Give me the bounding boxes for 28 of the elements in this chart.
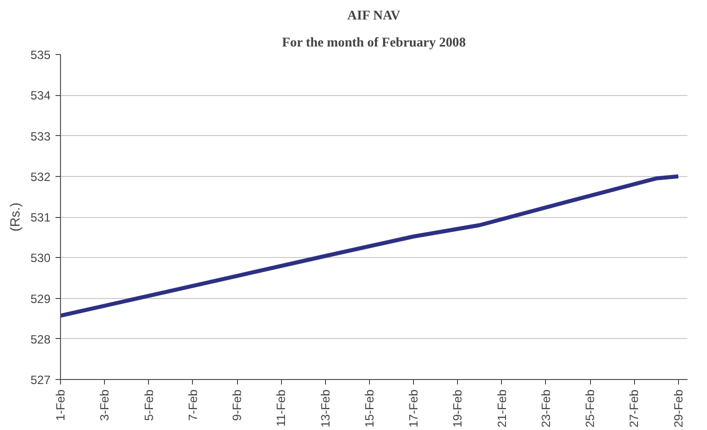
x-tick-label: 29-Feb [671,389,686,428]
y-axis-title: (Rs.) [7,202,22,232]
x-tick-label: 5-Feb [142,389,156,421]
x-tick-label: 23-Feb [538,389,553,428]
x-tick-label: 21-Feb [494,389,509,428]
line-series [60,174,680,318]
x-tick-label: 19-Feb [450,389,465,428]
chart-title: AIF NAV [347,8,401,22]
y-tick-label: 535 [30,48,51,62]
x-tick-label: 17-Feb [406,389,421,428]
x-tick-label: 9-Feb [230,389,244,421]
y-tick-label: 532 [30,170,51,184]
x-tick-label: 11-Feb [274,389,288,427]
chart-subtitle: For the month of February 2008 [282,34,466,50]
x-tick-label: 1-Feb [54,389,68,421]
x-tick-label: 25-Feb [583,389,598,428]
x-tick-label: 15-Feb [362,389,376,428]
y-tick-label: 527 [30,373,51,387]
y-tick-label: 534 [30,88,51,103]
y-tick-label: 531 [30,210,51,224]
y-tick-label: 533 [30,129,51,144]
y-tick-label: 530 [30,251,51,266]
x-tick-label: 13-Feb [318,389,332,428]
y-tick-label: 529 [30,292,51,306]
x-tick-label: 3-Feb [98,389,112,421]
y-tick-label: 528 [30,332,51,346]
x-tick-label: 7-Feb [186,389,200,421]
x-tick-label: 27-Feb [627,389,642,428]
